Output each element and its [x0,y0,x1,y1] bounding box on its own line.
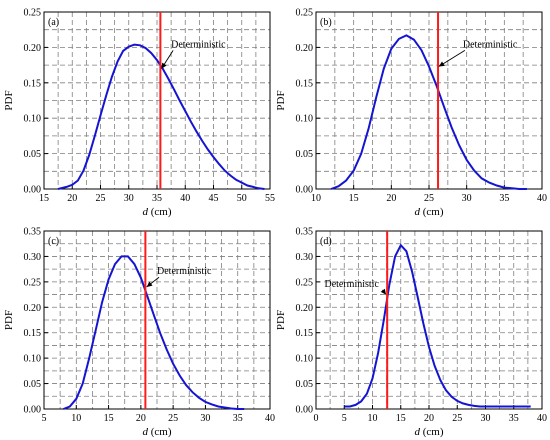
y-tick-label: 0.25 [24,8,42,19]
pdf-curve [330,34,527,190]
x-axis-unit: (cm) [148,206,172,218]
x-tick-label: 0 [314,413,319,424]
y-tick-label: 0.35 [296,227,314,238]
y-tick-label: 0.25 [296,8,314,19]
x-axis-title: d (cm) [414,206,443,218]
x-tick-label: 25 [452,413,462,424]
x-tick-label: 15 [349,193,359,204]
x-tick-label: 30 [462,193,472,204]
y-axis-title: PDF [3,90,15,110]
y-tick-label: 0.05 [24,379,42,390]
x-tick-label: 55 [265,193,275,204]
chart-panel: 5 10 15 20 25 30 35 40 0.00 0.05 0.10 0.15 0.20 0.25 0… [3,227,275,439]
y-tick-label: 0.25 [296,277,314,288]
x-tick-label: 40 [537,413,547,424]
axes-frame [43,230,271,410]
x-tick-label: 20 [136,413,146,424]
x-tick-label: 45 [209,193,219,204]
deterministic-label: Deterministic [157,266,212,277]
chart-panel: 10 15 20 25 30 35 40 0.00 0.05 0.10 0.15 0.20 0.25 d … [275,8,547,219]
x-tick-label: 25 [168,413,178,424]
y-tick-label: 0.25 [24,277,42,288]
y-tick-label: 0.10 [296,114,314,125]
x-tick-label: 25 [96,193,106,204]
pdf-curve [63,255,245,410]
y-tick-label: 0.10 [296,354,314,365]
deterministic-label: Deterministic [324,279,379,290]
x-axis-title: d (cm) [142,426,171,438]
x-axis-title: d (cm) [142,206,171,218]
x-tick-label: 30 [481,413,491,424]
y-tick-label: 0.20 [296,43,314,54]
chart-panel: 15 20 25 30 35 40 45 50 55 0.00 0.05 0.10 0.15 0.20 0.… [3,8,275,219]
panel-letter: (b) [320,17,332,28]
pdf-curve [344,243,531,408]
x-axis-variable: d [142,426,148,438]
annotation-arrowhead [438,61,445,67]
y-tick-label: 0.30 [24,252,42,263]
x-tick-label: 10 [368,413,378,424]
x-axis-title: d (cm) [414,426,443,438]
y-tick-label: 0.15 [24,328,42,339]
x-tick-label: 10 [71,413,81,424]
deterministic-label: Deterministic [463,39,518,50]
annotation-arrowhead [380,288,387,295]
panel-letter: (d) [320,236,332,247]
y-tick-label: 0.20 [24,303,42,314]
y-axis-title: PDF [275,310,287,330]
y-tick-label: 0.05 [296,149,314,160]
x-tick-label: 30 [200,413,210,424]
x-tick-label: 35 [499,193,509,204]
y-tick-label: 0.05 [24,149,42,160]
x-axis-unit: (cm) [148,426,172,438]
y-axis-title: PDF [3,310,15,330]
x-tick-label: 20 [386,193,396,204]
x-tick-label: 40 [180,193,190,204]
y-tick-label: 0.10 [24,354,42,365]
x-tick-label: 20 [424,413,434,424]
y-tick-label: 0.35 [24,227,42,238]
x-tick-label: 5 [42,413,47,424]
deterministic-label: Deterministic [171,39,226,50]
panel-letter: (c) [48,236,59,247]
x-tick-label: 35 [152,193,162,204]
x-tick-label: 10 [311,193,321,204]
y-tick-label: 0.00 [24,185,42,196]
y-tick-label: 0.05 [296,379,314,390]
y-tick-label: 0.15 [296,328,314,339]
y-tick-label: 0.20 [296,303,314,314]
x-tick-label: 40 [265,413,275,424]
x-tick-label: 35 [233,413,243,424]
y-tick-label: 0.20 [24,43,42,54]
x-axis-variable: d [142,206,148,218]
x-axis-unit: (cm) [420,206,444,218]
y-tick-label: 0.00 [296,405,314,416]
panel-letter: (a) [48,17,59,28]
y-tick-label: 0.10 [24,114,42,125]
y-tick-label: 0.15 [24,78,42,89]
x-tick-label: 15 [104,413,114,424]
x-axis-variable: d [414,206,420,218]
x-tick-label: 20 [67,193,77,204]
x-tick-label: 25 [424,193,434,204]
annotation-arrowhead [161,62,167,69]
y-tick-label: 0.00 [296,185,314,196]
y-tick-label: 0.00 [24,405,42,416]
y-tick-label: 0.15 [296,78,314,89]
y-axis-title: PDF [275,90,287,110]
annotation-arrowhead [146,281,153,287]
x-tick-label: 40 [537,193,547,204]
chart-panel: 0 5 10 15 20 25 30 35 40 0.00 0.05 0.10 0.15 0.20 0.25… [275,227,547,439]
x-tick-label: 30 [124,193,134,204]
x-tick-label: 5 [342,413,347,424]
x-tick-label: 15 [396,413,406,424]
x-tick-label: 15 [39,193,49,204]
pdf-curve [57,43,265,190]
y-tick-label: 0.30 [296,252,314,263]
x-tick-label: 50 [237,193,247,204]
x-axis-variable: d [414,426,420,438]
x-axis-unit: (cm) [420,426,444,438]
x-tick-label: 35 [509,413,519,424]
